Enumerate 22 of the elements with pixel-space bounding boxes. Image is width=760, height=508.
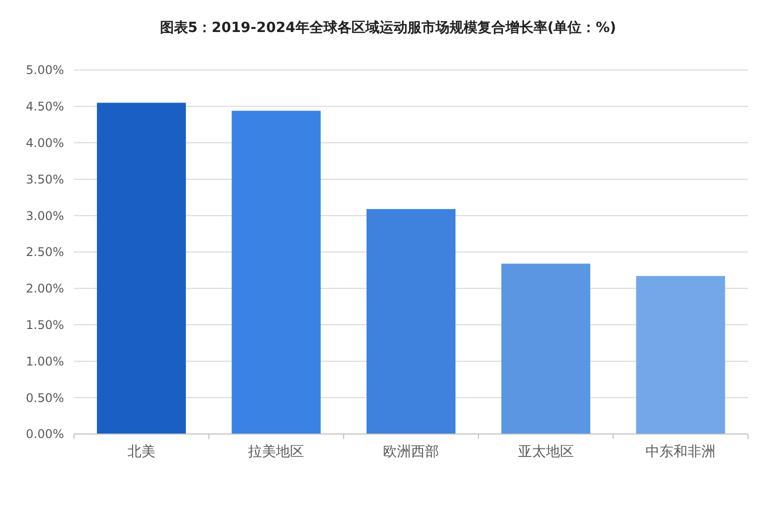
y-tick-label: 5.00% <box>26 63 64 78</box>
y-tick-label: 4.00% <box>26 136 64 150</box>
y-tick-label: 0.50% <box>26 390 64 405</box>
bar <box>232 110 321 434</box>
x-tick-label: 拉美地区 <box>248 444 304 460</box>
bar <box>366 209 456 434</box>
y-tick-label: 3.50% <box>26 172 64 186</box>
y-tick-label: 1.00% <box>26 354 64 368</box>
y-tick-label: 1.50% <box>26 318 64 332</box>
y-tick-label: 0.00% <box>26 427 64 442</box>
y-tick-label: 4.50% <box>26 100 64 114</box>
x-tick-label: 亚太地区 <box>518 444 574 460</box>
x-tick-label: 中东和非洲 <box>646 444 716 460</box>
chart-title: 图表5：2019-2024年全球各区域运动服市场规模复合增长率(单位：%) <box>160 19 616 36</box>
y-tick-label: 2.00% <box>26 282 64 296</box>
y-tick-label: 2.50% <box>26 245 64 260</box>
y-tick-label: 3.00% <box>26 208 64 223</box>
bar <box>96 102 186 434</box>
x-tick-label: 北美 <box>127 444 156 460</box>
bar <box>636 276 726 434</box>
x-tick-label: 欧洲西部 <box>383 444 439 460</box>
bar <box>501 264 590 434</box>
